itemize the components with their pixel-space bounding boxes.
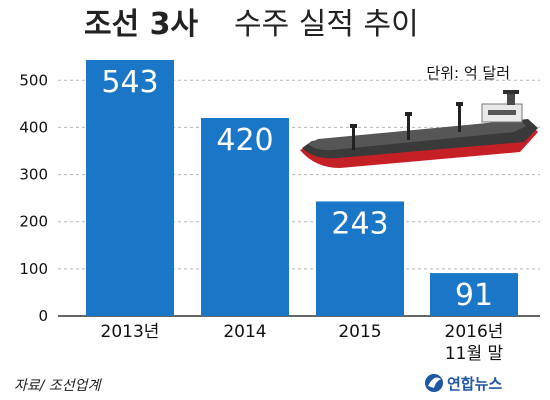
y-tick-label: 100 bbox=[19, 260, 48, 278]
y-tick-label: 200 bbox=[19, 213, 48, 231]
chart-title-rest: 수주 실적 추이 bbox=[234, 7, 419, 42]
y-axis-ticks: 0 100 200 300 400 500 bbox=[19, 71, 48, 325]
bar bbox=[201, 118, 289, 316]
yonhap-logo-text: 연합뉴스 bbox=[447, 375, 502, 393]
bar-value-label: 243 bbox=[331, 206, 388, 241]
x-tick-label: 2014 bbox=[223, 322, 266, 342]
y-tick-label: 0 bbox=[38, 307, 48, 325]
y-tick-label: 500 bbox=[19, 71, 48, 89]
ship-icon bbox=[300, 90, 538, 168]
bars: 543 420 243 91 bbox=[86, 60, 518, 317]
bar bbox=[86, 60, 174, 317]
x-tick-label: 2013년 bbox=[101, 322, 160, 342]
yonhap-logo: 연합뉴스 bbox=[425, 374, 502, 393]
bar-value-label: 543 bbox=[101, 65, 158, 100]
x-tick-label: 2015 bbox=[338, 322, 381, 342]
chart-title-bold: 조선 3사 bbox=[84, 7, 199, 42]
x-axis-ticks: 2013년 2014 2015 2016년 11월 말 bbox=[101, 322, 504, 364]
bar-value-label: 91 bbox=[455, 278, 493, 313]
x-tick-label: 2016년 11월 말 bbox=[445, 322, 504, 364]
source-label: 자료/ 조선업계 bbox=[14, 378, 103, 394]
bar-value-label: 420 bbox=[216, 123, 273, 158]
bar bbox=[430, 273, 518, 316]
y-tick-label: 300 bbox=[19, 166, 48, 184]
unit-label: 단위: 억 달러 bbox=[426, 64, 510, 82]
y-tick-label: 400 bbox=[19, 118, 48, 136]
bar bbox=[316, 201, 404, 316]
